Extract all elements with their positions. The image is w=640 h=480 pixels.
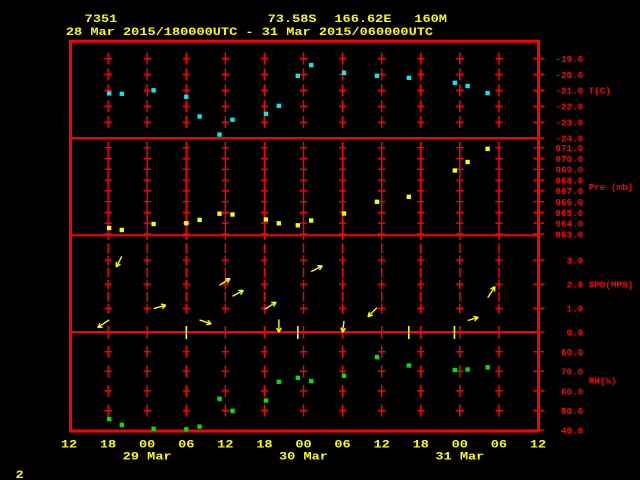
svg-text:50.0: 50.0 [561, 406, 584, 417]
svg-text:60.0: 60.0 [561, 386, 584, 397]
svg-text:967.0: 967.0 [555, 186, 583, 197]
svg-text:2.0: 2.0 [567, 280, 584, 291]
svg-text:3.0: 3.0 [567, 255, 584, 266]
svg-text:00: 00 [295, 440, 311, 452]
svg-text:18: 18 [256, 440, 273, 452]
svg-text:06: 06 [178, 440, 194, 452]
svg-text:18: 18 [100, 440, 117, 452]
svg-text:-22.0: -22.0 [555, 102, 583, 113]
svg-text:-21.0: -21.0 [555, 86, 583, 97]
svg-text:28 Mar 2015/180000UTC - 31 Mar: 28 Mar 2015/180000UTC - 31 Mar 2015/0600… [66, 27, 434, 39]
svg-text:31 Mar: 31 Mar [435, 451, 484, 463]
svg-text:-20.0: -20.0 [555, 70, 583, 81]
svg-text:12: 12 [374, 440, 390, 452]
svg-text:964.0: 964.0 [555, 219, 583, 230]
svg-text:Pre (mb): Pre (mb) [589, 182, 633, 193]
svg-text:70.0: 70.0 [561, 367, 584, 378]
svg-text:7351: 7351 [85, 14, 118, 26]
svg-text:40.0: 40.0 [561, 425, 584, 436]
svg-text:166.62E: 166.62E [334, 14, 392, 26]
svg-text:RH(%): RH(%) [589, 375, 617, 386]
svg-text:971.0: 971.0 [555, 143, 583, 154]
svg-text:00: 00 [452, 440, 468, 452]
svg-text:965.0: 965.0 [555, 208, 583, 219]
svg-text:968.0: 968.0 [555, 175, 583, 186]
svg-text:00: 00 [139, 440, 155, 452]
svg-text:12: 12 [530, 440, 546, 452]
svg-text:12: 12 [217, 440, 233, 452]
svg-text:SPD(MPS): SPD(MPS) [589, 280, 633, 291]
svg-text:160M: 160M [414, 14, 447, 26]
svg-text:29 Mar: 29 Mar [123, 451, 172, 463]
svg-text:-19.0: -19.0 [555, 54, 583, 65]
svg-text:-23.0: -23.0 [555, 118, 583, 129]
svg-text:966.0: 966.0 [555, 197, 583, 208]
svg-text:18: 18 [413, 440, 430, 452]
svg-text:T(C): T(C) [589, 86, 611, 97]
svg-text:12: 12 [61, 440, 77, 452]
svg-text:963.0: 963.0 [555, 229, 583, 240]
svg-text:06: 06 [334, 440, 350, 452]
svg-text:0.0: 0.0 [567, 327, 584, 338]
svg-text:2: 2 [16, 470, 24, 480]
svg-text:73.58S: 73.58S [268, 14, 317, 26]
svg-text:80.0: 80.0 [561, 347, 584, 358]
svg-text:969.0: 969.0 [555, 165, 583, 176]
svg-text:970.0: 970.0 [555, 154, 583, 165]
svg-text:1.0: 1.0 [567, 304, 584, 315]
svg-text:-24.0: -24.0 [555, 133, 583, 144]
svg-text:30 Mar: 30 Mar [279, 451, 328, 463]
svg-text:06: 06 [491, 440, 507, 452]
